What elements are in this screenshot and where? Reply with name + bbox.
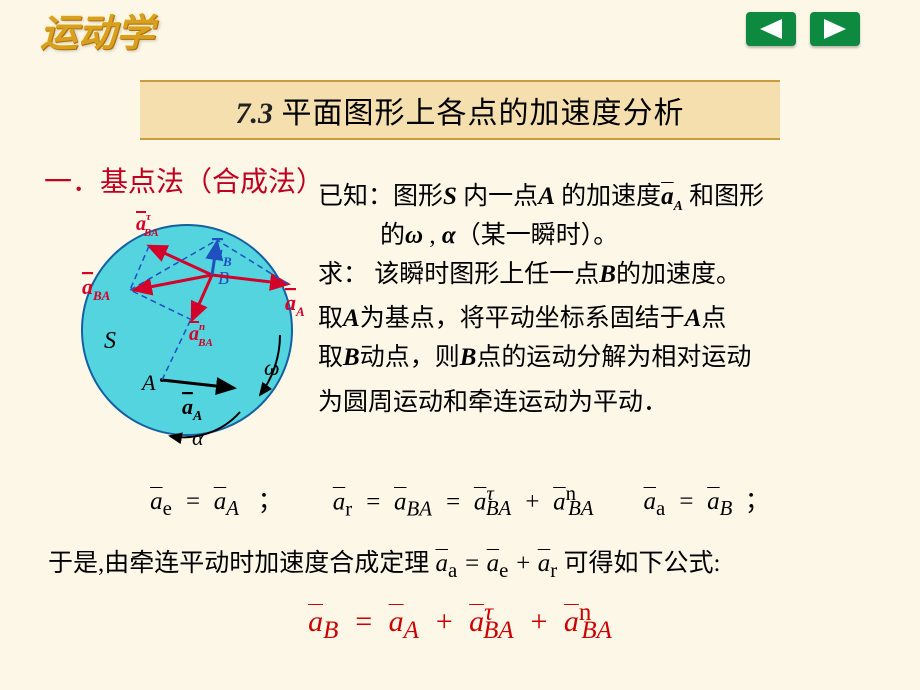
triangle-right-icon: [824, 19, 846, 39]
content-row: A aA S B anBA aτBA: [0, 200, 920, 465]
next-button[interactable]: [810, 12, 860, 46]
eq2: ar = aBA = aτBA + anBA: [333, 481, 594, 521]
equation-row: ae = aA ； ar = aBA = aτBA + anBA aa = aB…: [0, 481, 920, 521]
logo: 运动学: [40, 2, 154, 57]
svg-text:α: α: [192, 425, 204, 450]
concluding-paragraph: 于是,由牵连平动时加速度合成定理 aa = ae + ar 可得如下公式:: [48, 545, 860, 586]
diagram: A aA S B anBA aτBA: [42, 190, 312, 465]
triangle-left-icon: [760, 19, 782, 39]
section-title: 平面图形上各点的加速度分析: [273, 97, 685, 130]
prev-button[interactable]: [746, 12, 796, 46]
eq1: ae = aA ；: [150, 481, 283, 521]
body-text: 已知：图形S 内一点A 的加速度aA 和图形 的ω , α（某一瞬时）。 求： …: [312, 178, 890, 465]
svg-text:ω: ω: [264, 355, 280, 380]
label-S: S: [104, 328, 116, 354]
section-number: 7.3: [236, 97, 274, 130]
final-equation: aB = aA + aτBA + anBA: [0, 599, 920, 645]
header: 运动学: [0, 0, 920, 58]
section-title-bar: 7.3 平面图形上各点的加速度分析: [140, 80, 780, 140]
svg-text:aτBA: aτBA: [136, 211, 159, 239]
label-A: A: [140, 370, 156, 395]
nav-arrows: [746, 12, 860, 46]
eq3: aa = aB ；: [644, 481, 770, 521]
svg-text:aA: aA: [285, 290, 305, 319]
